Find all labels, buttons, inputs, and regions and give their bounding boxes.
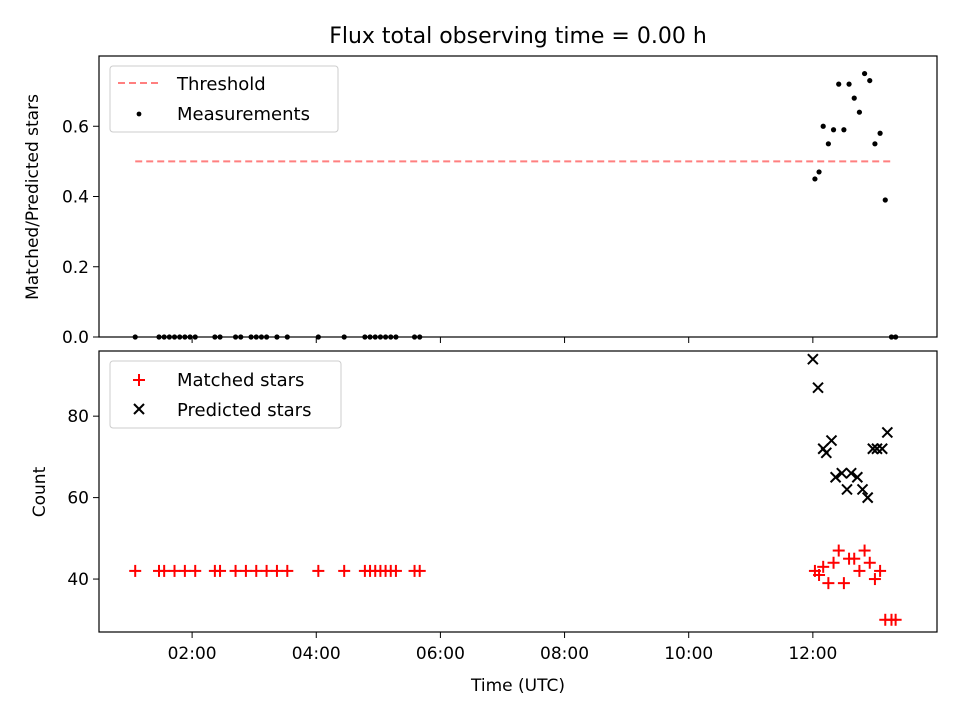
predicted-star-point: [867, 443, 879, 455]
measurement-point: [872, 141, 878, 147]
predicted-star-point: [820, 447, 833, 459]
measurement-point: [820, 123, 826, 129]
y-tick-label: 80: [67, 407, 89, 427]
matched-star-point: [813, 568, 826, 581]
matched-star-point: [260, 564, 273, 577]
matched-star-point: [312, 564, 325, 577]
legend-predicted-swatch: [133, 403, 145, 415]
measurement-point: [867, 77, 873, 84]
matched-star-point: [281, 564, 294, 577]
legend-measurements-swatch: [136, 111, 142, 117]
predicted-star-point: [807, 353, 819, 365]
matched-star-point: [868, 573, 881, 586]
matched-star-point: [413, 564, 426, 577]
legend-measurements-label: Measurements: [177, 104, 310, 125]
y-axis-label-ratio: Matched/Predicted stars: [23, 94, 43, 300]
x-tick-label: 08:00: [540, 644, 589, 664]
predicted-star-point: [841, 483, 853, 496]
matched-star-point: [863, 556, 876, 569]
predicted-star-point: [876, 443, 888, 455]
y-tick-label: 0.0: [62, 328, 89, 348]
matched-star-point: [214, 564, 227, 577]
ratio-plot-area: 0.0 0.2 0.4 0.6: [62, 55, 938, 348]
legend-frame: [109, 360, 342, 429]
legend-threshold-label: Threshold: [176, 74, 266, 95]
matched-star-point: [853, 564, 866, 577]
matched-star-point: [189, 564, 202, 577]
legend-frame: [109, 65, 339, 133]
x-tick-label: 06:00: [416, 644, 465, 664]
matched-star-point: [874, 564, 887, 577]
matched-star-point: [129, 564, 142, 577]
legend-matched-swatch: [133, 374, 145, 386]
measurement-point: [851, 95, 857, 101]
predicted-star-point: [812, 381, 824, 394]
matched-star-point: [822, 577, 835, 590]
matched-star-point: [178, 564, 191, 577]
measurement-point: [841, 127, 847, 133]
predicted-star-point: [829, 471, 842, 483]
x-tick-label: 04:00: [292, 644, 341, 664]
predicted-star-point: [871, 443, 883, 455]
measurement-point: [877, 130, 883, 136]
legend-matched-label: Matched stars: [177, 370, 304, 391]
predicted-star-point: [836, 467, 848, 479]
measurement-point: [856, 109, 863, 115]
predicted-star-point: [825, 434, 838, 447]
matched-star-point: [848, 552, 861, 565]
matched-star-point: [239, 564, 252, 577]
ratio-legend: Threshold Measurements: [109, 65, 339, 133]
y-tick-label: 60: [67, 489, 89, 509]
count-plot-area: 40 60 80 02:00 04:00 06:00 08:00 10:00 12:00: [67, 350, 938, 664]
matched-star-point: [229, 564, 242, 577]
chart-title: Flux total observing time = 0.00 h: [329, 24, 707, 49]
ratio-panel: Flux total observing time = 0.00 h 0.00.…: [23, 24, 938, 348]
matched-star-point: [250, 564, 263, 577]
measurement-point: [861, 70, 868, 77]
matched-star-point: [389, 564, 402, 577]
measurement-point: [812, 176, 818, 182]
matched-star-point: [168, 564, 181, 577]
predicted-star-point: [856, 483, 869, 496]
y-tick-label: 0.2: [62, 258, 89, 278]
predicted-star-point: [881, 426, 894, 439]
x-axis-label: Time (UTC): [470, 676, 565, 696]
matched-star-point: [858, 544, 871, 557]
matched-star-point: [270, 564, 283, 577]
y-tick-label: 40: [67, 570, 89, 590]
predicted-star-point: [845, 467, 857, 479]
matched-star-point: [889, 613, 902, 626]
measurement-point: [816, 169, 822, 175]
matched-star-point: [338, 564, 351, 577]
y-tick-label: 0.4: [62, 188, 89, 208]
matched-star-point: [817, 560, 830, 573]
axes-frame: [98, 350, 938, 633]
y-axis-label-count: Count: [30, 466, 50, 517]
x-tick-label: 12:00: [788, 644, 837, 664]
predicted-star-point: [851, 471, 864, 483]
measurement-point: [825, 141, 831, 147]
measurement-point: [846, 81, 852, 87]
legend-predicted-label: Predicted stars: [177, 400, 311, 421]
measurement-point: [830, 127, 837, 133]
predicted-star-point: [861, 491, 874, 504]
matched-star-point: [158, 564, 171, 577]
count-panel: 40 60 80 02:00 04:00 06:00 08:00 10:00 12:00 Cou…: [30, 350, 938, 696]
y-tick-label: 0.6: [62, 117, 89, 137]
count-legend: Matched stars Predicted stars: [109, 360, 342, 429]
measurement-point: [882, 197, 888, 203]
measurement-point: [836, 81, 842, 87]
matched-star-point: [827, 556, 840, 569]
matched-star-point: [832, 544, 845, 557]
matched-star-point: [837, 577, 850, 590]
x-tick-label: 10:00: [664, 644, 713, 664]
x-tick-label: 02:00: [168, 644, 217, 664]
